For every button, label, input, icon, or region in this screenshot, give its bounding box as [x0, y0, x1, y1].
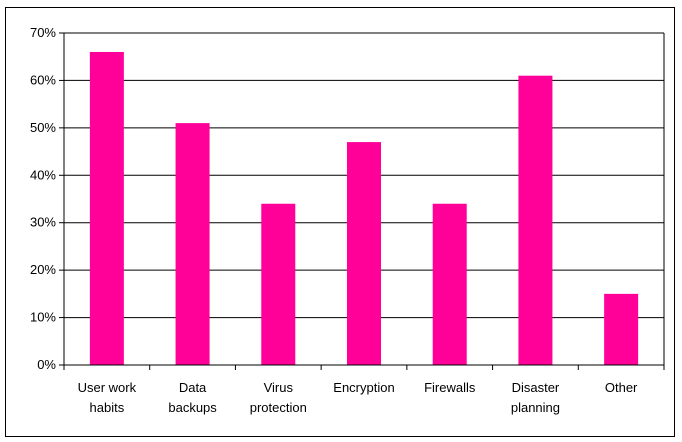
y-tick-label: 20%: [30, 262, 56, 277]
y-tick-label: 10%: [30, 310, 56, 325]
bar: [175, 123, 210, 365]
x-tick-label: Virus protection: [250, 380, 307, 415]
x-tick-label: Other: [605, 380, 638, 395]
x-tick-label: Data backups: [168, 380, 217, 415]
axes: [63, 33, 665, 366]
bar: [604, 293, 639, 365]
bar: [89, 51, 124, 365]
gridlines: [64, 32, 664, 319]
y-tick-label: 60%: [30, 72, 56, 87]
x-tick-label-line: Encryption: [333, 380, 394, 395]
y-tick-label: 70%: [30, 25, 56, 40]
y-tick-label: 50%: [30, 120, 56, 135]
x-tick-label-line: habits: [90, 400, 125, 415]
y-tick-label: 40%: [30, 167, 56, 182]
y-tick-label: 0%: [37, 357, 56, 372]
bar: [261, 203, 296, 365]
x-tick-label: Firewalls: [424, 380, 476, 395]
x-tick-label-line: protection: [250, 400, 307, 415]
bar: [432, 203, 467, 365]
y-tick-label: 30%: [30, 215, 56, 230]
x-tick-label-line: User work: [78, 380, 137, 395]
x-tick-label-line: Other: [605, 380, 638, 395]
bars: [89, 51, 639, 365]
x-tick-label: User work habits: [78, 380, 137, 415]
x-tick-label-line: Firewalls: [424, 380, 476, 395]
x-tick-label-line: backups: [168, 400, 217, 415]
x-axis-ticks: User work habits Data backups Virus protectio…: [63, 365, 665, 415]
y-axis-ticks: 0% 10% 20% 30% 40% 50% 60% 70%: [30, 25, 64, 372]
x-tick-label: Disaster planning: [511, 380, 560, 415]
x-tick-label-line: planning: [511, 400, 560, 415]
x-tick-label-line: Data: [179, 380, 207, 395]
x-tick-label-line: Disaster: [512, 380, 560, 395]
x-tick-label: Encryption: [333, 380, 394, 395]
bar: [347, 142, 381, 365]
x-tick-label-line: Virus: [264, 380, 294, 395]
bar: [518, 75, 553, 365]
